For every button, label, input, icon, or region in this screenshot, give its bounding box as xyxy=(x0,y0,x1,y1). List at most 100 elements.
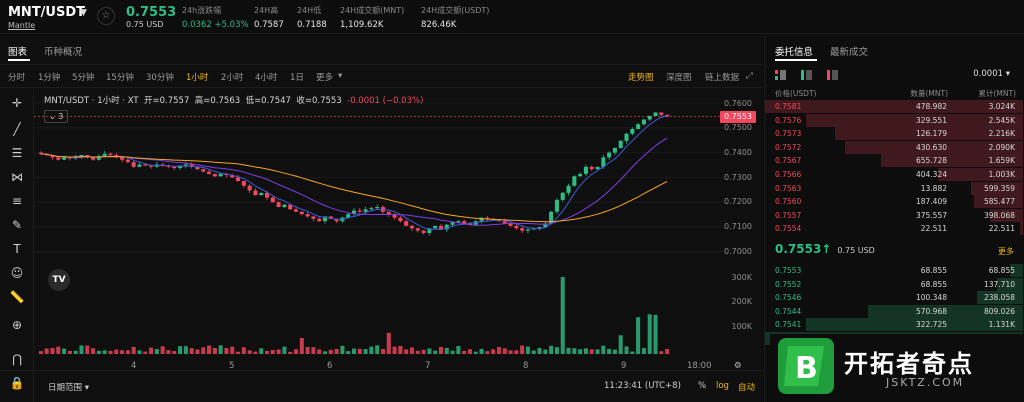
ask-row[interactable]: 0.7576 329.551 2.545K xyxy=(765,113,1023,127)
network-link[interactable]: Mantle xyxy=(8,21,36,30)
view-trend[interactable]: 走势图 xyxy=(628,73,654,83)
volume-bar xyxy=(404,349,409,354)
date-range-button[interactable]: 日期范围 ▾ xyxy=(48,383,89,393)
pair-selector[interactable]: MNT/USDT xyxy=(8,5,86,20)
volume-bar xyxy=(456,345,461,354)
more-link[interactable]: 更多 xyxy=(998,247,1014,256)
volume-bar xyxy=(531,350,536,354)
order-price: 0.7552 xyxy=(775,279,802,289)
indicator-toggle[interactable]: ⌄ 3 xyxy=(44,110,69,123)
order-amount: 22.511 xyxy=(920,224,947,234)
ask-row[interactable]: 0.7566 404.324 1.003K xyxy=(765,168,1023,181)
ask-row[interactable]: 0.7573 126.179 2.216K xyxy=(765,127,1023,141)
time-tick: 5 xyxy=(229,361,235,371)
crosshair-icon[interactable]: ✛ xyxy=(11,96,23,110)
lock-icon[interactable]: 🔒 xyxy=(9,376,25,390)
bid-row[interactable]: 0.7544 570.968 809.026 xyxy=(765,304,1023,318)
tradingview-logo[interactable]: TV xyxy=(48,269,70,291)
ask-row[interactable]: 0.7581 478.982 3.024K xyxy=(765,100,1023,113)
chevron-down-icon[interactable]: ▾ xyxy=(338,71,343,81)
order-amount: 13.882 xyxy=(920,183,947,193)
candle-body xyxy=(502,221,507,224)
settings-icon[interactable]: ⚙ xyxy=(734,361,742,371)
interval-5m[interactable]: 5分钟 xyxy=(72,73,95,83)
interval-1m[interactable]: 1分钟 xyxy=(38,73,61,83)
percent-toggle[interactable]: % xyxy=(698,381,707,391)
ask-row[interactable]: 0.7554 22.511 22.511 xyxy=(765,222,1023,236)
tab-latest-trades[interactable]: 最新成交 xyxy=(830,47,869,58)
fib-icon[interactable]: ≡ xyxy=(11,194,23,208)
candle-body xyxy=(172,166,177,168)
volume-bar xyxy=(125,350,130,354)
depth-bar xyxy=(974,195,1023,209)
zoom-in-icon[interactable]: ⊕ xyxy=(11,318,23,332)
candle-body xyxy=(595,166,600,170)
volume-bar xyxy=(659,351,664,354)
candle-body xyxy=(120,157,125,160)
stat-value: 826.46K xyxy=(421,20,457,30)
candle-body xyxy=(433,225,438,229)
interval-2h[interactable]: 2小时 xyxy=(221,73,244,83)
candle-body xyxy=(102,153,107,157)
bid-row[interactable]: 0.7553 68.855 68.855 xyxy=(765,264,1023,277)
bid-row[interactable]: 0.7552 68.855 137.710 xyxy=(765,277,1023,291)
interval-1d[interactable]: 1日 xyxy=(290,73,304,83)
candle-body xyxy=(334,218,339,222)
both-sides-icon[interactable] xyxy=(775,70,786,80)
depth-bar xyxy=(834,127,1023,141)
chart-canvas[interactable] xyxy=(34,89,762,370)
volume-bar xyxy=(346,351,351,354)
horizontal-lines-icon[interactable]: ☰ xyxy=(11,146,23,160)
volume-bar xyxy=(601,345,606,354)
ask-row[interactable]: 0.7560 187.409 585.477 xyxy=(765,195,1023,209)
tab-chart[interactable]: 图表 xyxy=(8,47,28,58)
bid-row[interactable]: 0.7546 100.348 238.058 xyxy=(765,291,1023,305)
ask-row[interactable]: 0.7567 655.728 1.659K xyxy=(765,154,1023,168)
view-onchain[interactable]: 链上数据 xyxy=(705,73,740,83)
header-price: 价格(USDT) xyxy=(775,89,817,98)
volume-bar xyxy=(85,345,90,354)
candle-body xyxy=(346,214,351,218)
ask-row[interactable]: 0.7557 375.557 398.068 xyxy=(765,208,1023,222)
emoji-icon[interactable]: ☺ xyxy=(10,266,24,280)
asks-only-icon[interactable] xyxy=(827,70,839,80)
ask-row[interactable]: 0.7563 13.882 599.359 xyxy=(765,181,1023,195)
ruler-icon[interactable]: 📏 xyxy=(9,290,25,304)
chevron-down-icon[interactable]: ▼ xyxy=(80,8,87,18)
tick-size-select[interactable]: 0.0001 ▾ xyxy=(973,69,1010,79)
log-toggle[interactable]: log xyxy=(716,381,729,391)
favorite-star-icon[interactable]: ☆ xyxy=(97,7,115,25)
view-depth[interactable]: 深度图 xyxy=(666,73,692,83)
interval-4h[interactable]: 4小时 xyxy=(255,73,278,83)
bids-only-icon[interactable] xyxy=(801,70,813,80)
candlestick-chart[interactable]: MNT/USDT · 1小时 · XT 开=0.7557 高=0.7563 低=… xyxy=(34,89,762,402)
volume-bar xyxy=(201,347,206,354)
interval-1h[interactable]: 1小时 xyxy=(186,73,209,83)
auto-toggle[interactable]: 自动 xyxy=(738,383,756,393)
magnet-icon[interactable]: ⋂ xyxy=(12,352,22,366)
candle-body xyxy=(653,112,658,116)
interval-timeline[interactable]: 分时 xyxy=(8,73,26,83)
trendline-icon[interactable]: ╱ xyxy=(13,122,21,136)
pattern-icon[interactable]: ⋈ xyxy=(11,170,23,184)
tab-order-book[interactable]: 委托信息 xyxy=(775,47,814,58)
brush-icon[interactable]: ✎ xyxy=(11,218,23,232)
order-total: 398.068 xyxy=(983,210,1015,220)
time-tick: 7 xyxy=(425,361,431,371)
stat-value: 0.7188 xyxy=(297,20,327,30)
price-tick: 0.7400 xyxy=(724,148,752,157)
interval-15m[interactable]: 15分钟 xyxy=(106,73,134,83)
candle-body xyxy=(322,216,328,222)
tab-coin-overview[interactable]: 币种概况 xyxy=(44,47,83,58)
volume-bar xyxy=(665,349,670,354)
mid-price: 0.7553↑ xyxy=(775,242,832,256)
fullscreen-icon[interactable]: ⤢ xyxy=(746,71,753,81)
volume-bar xyxy=(276,349,281,354)
mid-price-usd: 0.75 USD xyxy=(837,246,875,255)
text-icon[interactable]: T xyxy=(13,242,21,256)
interval-more[interactable]: 更多 xyxy=(316,73,334,83)
ask-row[interactable]: 0.7572 430.630 2.090K xyxy=(765,140,1023,154)
volume-bar xyxy=(293,349,299,354)
bid-row[interactable]: 0.7541 322.725 1.131K xyxy=(765,318,1023,332)
interval-30m[interactable]: 30分钟 xyxy=(146,73,174,83)
